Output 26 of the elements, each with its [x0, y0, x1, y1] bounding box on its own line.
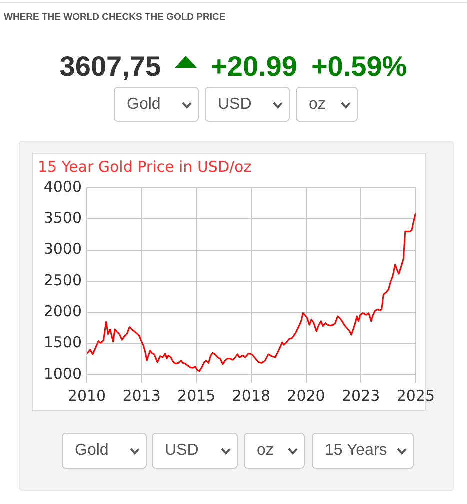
chart-title: 15 Year Gold Price in USD/oz [38, 158, 252, 176]
y-tick-label: 1000 [44, 364, 82, 383]
y-tick-label: 4000 [44, 178, 82, 196]
x-tick-label: 2018 [232, 386, 271, 405]
x-tick-label: 2015 [178, 386, 216, 405]
text: +0.59% [311, 51, 408, 83]
text: 3607,75 [60, 51, 162, 83]
y-tick-label: 3000 [44, 240, 82, 258]
x-tick-label: 2025 [396, 386, 436, 405]
y-tick-label: 2500 [44, 271, 82, 290]
text: +20.99 [211, 51, 298, 83]
x-tick-label: 2023 [342, 386, 380, 405]
x-tick-label: 2020 [287, 386, 326, 405]
y-tick-label: 2000 [44, 302, 82, 321]
dropdown: 15 Years [312, 433, 414, 469]
x-tick-label: 2010 [68, 386, 106, 405]
dropdown: Gold [114, 87, 199, 122]
dropdown: oz [244, 433, 305, 469]
y-tick-label: 1500 [44, 334, 82, 352]
dropdown: USD [205, 87, 290, 122]
y-tick-label: 3500 [44, 209, 82, 228]
x-tick-label: 2013 [122, 386, 161, 405]
dropdown: oz [296, 87, 358, 122]
dropdown: USD [152, 433, 238, 469]
text: WHERE THE WORLD CHECKS THE GOLD PRICE [4, 12, 226, 24]
dropdown: Gold [62, 433, 147, 469]
